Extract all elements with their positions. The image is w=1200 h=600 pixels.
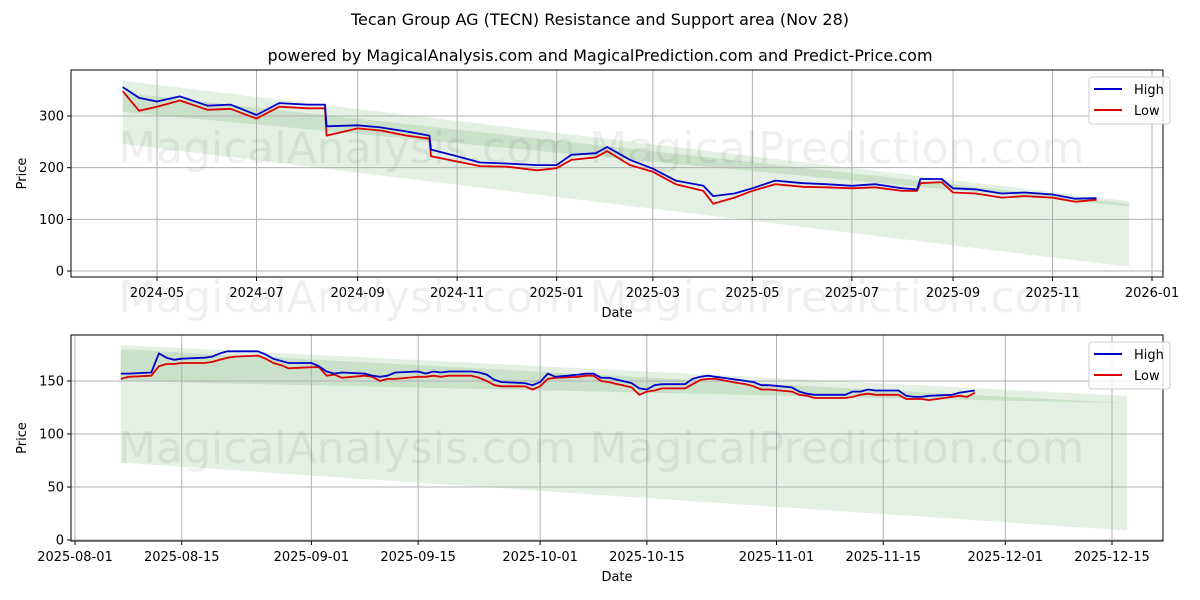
y-tick-label: 50 [47, 481, 64, 496]
watermark-text: MagicalPrediction.com [590, 123, 1085, 174]
y-tick-label: 300 [39, 110, 64, 125]
resistance-band-inner [122, 92, 1130, 207]
watermark-text: MagicalAnalysis.com [118, 272, 576, 323]
watermark-text: MagicalPrediction.com [590, 423, 1085, 474]
legend: High Low [1088, 76, 1171, 125]
x-tick-label: 2024-11 [430, 286, 484, 301]
y-tick-label: 150 [39, 375, 64, 390]
axes-frame [70, 69, 1164, 278]
legend-label-high: High [1134, 83, 1164, 98]
x-axis-label: Date [601, 570, 632, 585]
axes-frame [70, 334, 1164, 542]
x-tick-label: 2025-11-01 [739, 550, 815, 565]
x-tick-label: 2025-05 [725, 286, 779, 301]
x-tick-label: 2025-09 [926, 286, 980, 301]
x-tick-label: 2025-10-01 [502, 550, 578, 565]
x-tick-label: 2025-09-01 [274, 550, 350, 565]
x-tick-label: 2024-07 [229, 286, 283, 301]
y-tick-label: 0 [56, 265, 64, 280]
y-tick-label: 200 [39, 161, 64, 176]
resistance-band-inner [120, 349, 1128, 404]
legend-label-high: High [1134, 348, 1164, 363]
legend: High Low [1088, 341, 1171, 390]
low-price-line [120, 354, 976, 402]
x-tick-label: 2025-09-15 [380, 550, 456, 565]
x-tick-label: 2025-03 [626, 286, 680, 301]
plot-area [71, 70, 1163, 277]
x-tick-label: 2025-11 [1025, 286, 1079, 301]
y-tick-label: 100 [39, 213, 64, 228]
watermark-text: MagicalPrediction.com [590, 272, 1085, 323]
x-tick-label: 2025-10-15 [609, 550, 685, 565]
legend-label-low: Low [1134, 369, 1160, 384]
chart-title: Tecan Group AG (TECN) Resistance and Sup… [350, 10, 849, 29]
x-tick-label: 2026-01 [1125, 286, 1179, 301]
y-axis-label: Price [15, 158, 30, 190]
high-price-line [122, 86, 1097, 200]
x-axis-label: Date [601, 306, 632, 321]
legend-label-low: Low [1134, 104, 1160, 119]
bottom-panel: 0 50 100 150 2025-08-01 2025-08-15 2025-09-01 2… [15, 334, 1171, 585]
x-tick-label: 2025-11-15 [845, 550, 921, 565]
high-price-line [120, 350, 975, 398]
top-panel: 0 100 200 300 2024-05 2024-07 2024-09 2024-11 20… [15, 69, 1179, 323]
x-tick-label: 2025-12-01 [967, 550, 1043, 565]
x-tick-label: 2024-05 [130, 286, 184, 301]
x-tick-label: 2025-08-15 [144, 550, 220, 565]
x-tick-label: 2025-01 [529, 286, 583, 301]
x-tick-label: 2025-12-15 [1074, 550, 1150, 565]
x-tick-label: 2025-07 [825, 286, 879, 301]
watermark-text: MagicalAnalysis.com [118, 423, 576, 474]
y-tick-label: 0 [56, 534, 64, 549]
chart-subtitle: powered by MagicalAnalysis.com and Magic… [267, 46, 933, 65]
plot-area [71, 335, 1163, 541]
x-tick-label: 2025-08-01 [37, 550, 113, 565]
y-axis-label: Price [15, 422, 30, 454]
y-tick-label: 100 [39, 428, 64, 443]
x-tick-label: 2024-09 [330, 286, 384, 301]
low-price-line [122, 90, 1097, 205]
